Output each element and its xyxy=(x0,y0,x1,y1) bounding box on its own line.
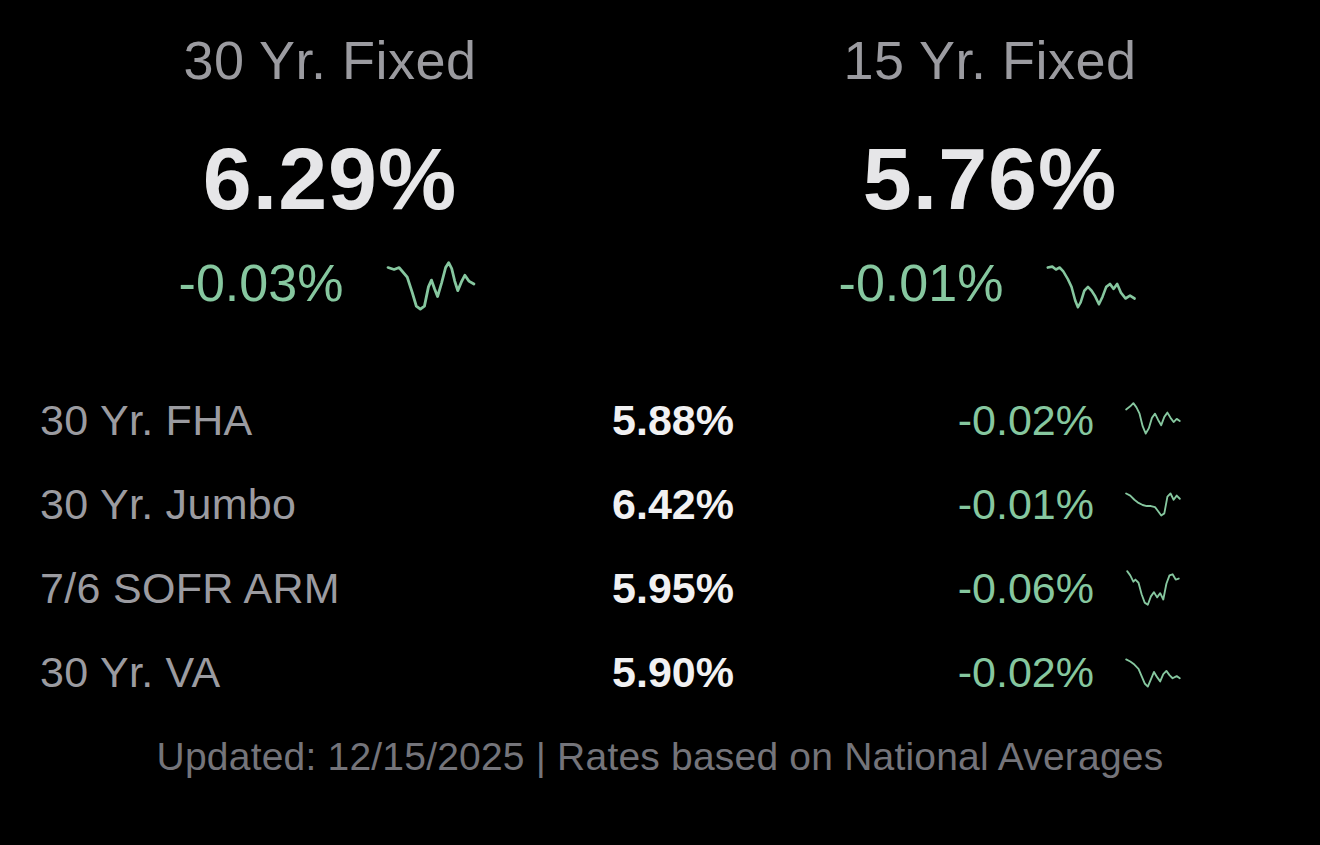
hero-label-30yr-fixed: 30 Yr. Fixed xyxy=(183,28,476,93)
sparkline-chart-icon xyxy=(1122,567,1186,611)
row-change: -0.02% xyxy=(734,648,1094,697)
sparkline-chart-icon xyxy=(1122,399,1186,443)
row-change: -0.06% xyxy=(734,564,1094,613)
hero-label-15yr-fixed: 15 Yr. Fixed xyxy=(843,28,1136,93)
table-row-30yr-jumbo[interactable]: 30 Yr. Jumbo 6.42% -0.01% xyxy=(40,463,1186,547)
hero-change-30yr-fixed: -0.03% xyxy=(179,253,344,313)
row-rate: 5.95% xyxy=(414,564,734,613)
table-row-76-sofr-arm[interactable]: 7/6 SOFR ARM 5.95% -0.06% xyxy=(40,547,1186,631)
row-rate: 5.90% xyxy=(414,648,734,697)
hero-card-30yr-fixed[interactable]: 30 Yr. Fixed 6.29% -0.03% xyxy=(0,28,660,313)
mortgage-rates-widget: 30 Yr. Fixed 6.29% -0.03% 15 Yr. Fixed 5… xyxy=(0,0,1320,845)
hero-section: 30 Yr. Fixed 6.29% -0.03% 15 Yr. Fixed 5… xyxy=(0,28,1320,313)
hero-change-15yr-fixed: -0.01% xyxy=(839,253,1004,313)
sparkline-chart-icon xyxy=(1122,651,1186,695)
hero-card-15yr-fixed[interactable]: 15 Yr. Fixed 5.76% -0.01% xyxy=(660,28,1320,313)
row-change: -0.02% xyxy=(734,396,1094,445)
row-label: 30 Yr. FHA xyxy=(40,396,414,445)
row-label: 30 Yr. Jumbo xyxy=(40,480,414,529)
hero-change-row-30yr-fixed: -0.03% xyxy=(179,253,482,313)
row-change: -0.01% xyxy=(734,480,1094,529)
row-rate: 5.88% xyxy=(414,396,734,445)
table-row-30yr-fha[interactable]: 30 Yr. FHA 5.88% -0.02% xyxy=(40,379,1186,463)
rates-table: 30 Yr. FHA 5.88% -0.02% 30 Yr. Jumbo 6.4… xyxy=(0,379,1320,715)
hero-change-row-15yr-fixed: -0.01% xyxy=(839,253,1142,313)
hero-rate-15yr-fixed: 5.76% xyxy=(863,135,1118,223)
hero-rate-30yr-fixed: 6.29% xyxy=(203,135,458,223)
row-label: 7/6 SOFR ARM xyxy=(40,564,414,613)
row-rate: 6.42% xyxy=(414,480,734,529)
sparkline-chart-icon xyxy=(1122,483,1186,527)
sparkline-chart-icon xyxy=(385,254,481,312)
table-row-30yr-va[interactable]: 30 Yr. VA 5.90% -0.02% xyxy=(40,631,1186,715)
row-label: 30 Yr. VA xyxy=(40,648,414,697)
sparkline-chart-icon xyxy=(1045,254,1141,312)
updated-footer-text: Updated: 12/15/2025 | Rates based on Nat… xyxy=(0,735,1320,779)
